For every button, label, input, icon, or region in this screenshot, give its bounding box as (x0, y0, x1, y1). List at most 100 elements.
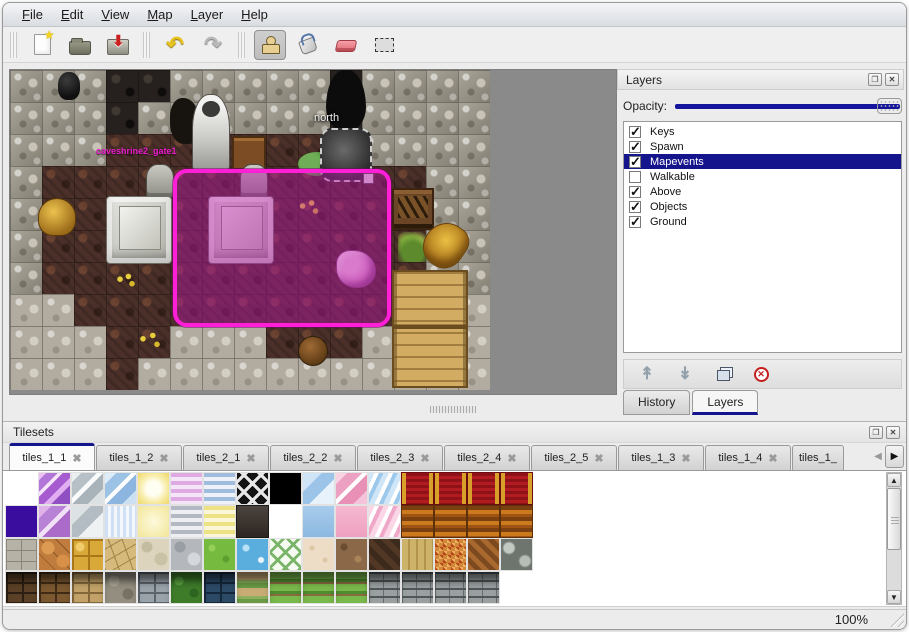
map-tile-gray-stone-floor[interactable] (10, 358, 42, 390)
tileset-tab-tiles_2_2[interactable]: tiles_2_2 ✖ (270, 445, 356, 470)
tileset-tile[interactable] (401, 472, 434, 505)
map-tile-dark-rock[interactable] (106, 70, 138, 102)
tab-scroll-left-button[interactable]: ◀ (874, 451, 882, 462)
map-tile-brown-floor[interactable] (74, 198, 106, 230)
map-tile-brown-floor[interactable] (106, 326, 138, 358)
opacity-slider[interactable] (675, 98, 902, 114)
tileset-tile[interactable] (5, 505, 38, 538)
tab-close-icon[interactable]: ✖ (843, 452, 844, 465)
duplicate-layer-button[interactable] (710, 362, 736, 386)
tileset-tile[interactable] (71, 472, 104, 505)
tileset-tile[interactable] (71, 538, 104, 571)
map-tile-light-stone-wall[interactable] (298, 70, 330, 102)
map-tile-light-stone-wall[interactable] (458, 70, 490, 102)
tileset-tile[interactable] (170, 571, 203, 604)
menu-edit[interactable]: Edit (60, 7, 84, 22)
tileset-tab-tiles_1_1[interactable]: tiles_1_1 ✖ (9, 443, 95, 470)
map-canvas[interactable]: north caveshrine2_gate1 (10, 70, 490, 390)
tileset-tab-tiles_2_4[interactable]: tiles_2_4 ✖ (444, 445, 530, 470)
tileset-tile[interactable] (5, 538, 38, 571)
tileset-tile[interactable] (269, 472, 302, 505)
menu-file[interactable]: File (22, 7, 43, 22)
map-tile-light-stone-wall[interactable] (10, 262, 42, 294)
tileset-tile[interactable] (302, 505, 335, 538)
tileset-tile[interactable] (335, 472, 368, 505)
opacity-handle[interactable] (877, 98, 902, 114)
layer-checkbox[interactable] (629, 139, 641, 155)
layer-row[interactable]: Above (624, 184, 901, 200)
map-tile-light-stone-wall[interactable] (10, 102, 42, 134)
map-tile-brown-floor[interactable] (298, 230, 330, 262)
tileset-tile[interactable] (203, 472, 236, 505)
map-tile-light-stone-wall[interactable] (298, 102, 330, 134)
map-tile-light-stone-wall[interactable] (362, 102, 394, 134)
tileset-tile[interactable] (170, 472, 203, 505)
map-selection-rect[interactable] (173, 169, 391, 327)
map-tile-light-stone-wall[interactable] (394, 70, 426, 102)
tileset-tile[interactable] (236, 472, 269, 505)
map-tile-brown-floor[interactable] (202, 294, 234, 326)
tileset-tile[interactable] (500, 538, 533, 571)
tileset-tile[interactable] (467, 571, 500, 604)
layer-row[interactable]: Keys (624, 124, 901, 140)
map-tile-light-stone-wall[interactable] (426, 134, 458, 166)
map-tile-light-stone-wall[interactable] (42, 102, 74, 134)
map-tile-gray-stone-floor[interactable] (266, 358, 298, 390)
resize-grip-icon[interactable] (888, 611, 904, 627)
new-file-button[interactable] (26, 28, 58, 60)
map-tile-gray-stone-floor[interactable] (10, 326, 42, 358)
tileset-tile[interactable] (500, 505, 533, 538)
map-tile-dark-rock[interactable] (138, 70, 170, 102)
map-tile-light-stone-wall[interactable] (426, 102, 458, 134)
map-tile-gray-stone-floor[interactable] (42, 326, 74, 358)
map-tile-light-stone-wall[interactable] (394, 102, 426, 134)
layer-checkbox[interactable] (629, 124, 641, 140)
splitter-handle[interactable] (430, 406, 476, 413)
fill-tool-button[interactable] (292, 30, 324, 60)
tileset-tile[interactable] (38, 538, 71, 571)
scroll-down-icon[interactable]: ▼ (887, 590, 901, 604)
map-tile-brown-floor[interactable] (138, 262, 170, 294)
tileset-tile[interactable] (71, 505, 104, 538)
tileset-tile[interactable] (368, 505, 401, 538)
map-tile-gray-stone-floor[interactable] (362, 358, 394, 390)
tileset-tile[interactable] (368, 571, 401, 604)
open-button[interactable] (64, 30, 96, 60)
map-tile-light-stone-wall[interactable] (74, 134, 106, 166)
tileset-tile[interactable] (467, 472, 500, 505)
scroll-up-icon[interactable]: ▲ (887, 473, 901, 487)
float-panel-icon[interactable] (868, 73, 882, 86)
map-tile-light-stone-wall[interactable] (74, 102, 106, 134)
tileset-tile[interactable] (269, 505, 302, 538)
map-tile-gray-stone-floor[interactable] (10, 294, 42, 326)
map-tile-light-stone-wall[interactable] (234, 70, 266, 102)
map-tile-brown-floor[interactable] (298, 262, 330, 294)
tileset-tile[interactable] (5, 472, 38, 505)
map-tile-gray-stone-floor[interactable] (138, 358, 170, 390)
tileset-tile[interactable] (401, 538, 434, 571)
map-tile-brown-floor[interactable] (42, 166, 74, 198)
layer-checkbox[interactable] (629, 199, 641, 215)
map-tile-brown-floor[interactable] (298, 294, 330, 326)
layer-row[interactable]: Mapevents (624, 154, 901, 170)
tileset-tile[interactable] (170, 538, 203, 571)
tileset-tile[interactable] (335, 571, 368, 604)
tab-close-icon[interactable]: ✖ (507, 452, 517, 465)
tileset-tile[interactable] (203, 571, 236, 604)
tab-history[interactable]: History (623, 390, 691, 415)
map-tile-gray-stone-floor[interactable] (234, 326, 266, 358)
layer-checkbox[interactable] (629, 214, 641, 230)
toolbar-grip[interactable] (238, 31, 245, 58)
map-tile-gray-stone-floor[interactable] (202, 326, 234, 358)
tab-close-icon[interactable]: ✖ (333, 452, 343, 465)
tileset-tile[interactable] (104, 538, 137, 571)
tileset-tile[interactable] (236, 538, 269, 571)
tileset-tab-tiles_1_3[interactable]: tiles_1_3 ✖ (618, 445, 704, 470)
menu-view[interactable]: View (101, 7, 130, 22)
map-tile-light-stone-wall[interactable] (138, 102, 170, 134)
tab-close-icon[interactable]: ✖ (594, 452, 604, 465)
tileset-tile[interactable] (368, 538, 401, 571)
map-tile-gray-stone-floor[interactable] (74, 358, 106, 390)
map-tile-light-stone-wall[interactable] (266, 102, 298, 134)
layer-checkbox[interactable] (629, 154, 641, 170)
